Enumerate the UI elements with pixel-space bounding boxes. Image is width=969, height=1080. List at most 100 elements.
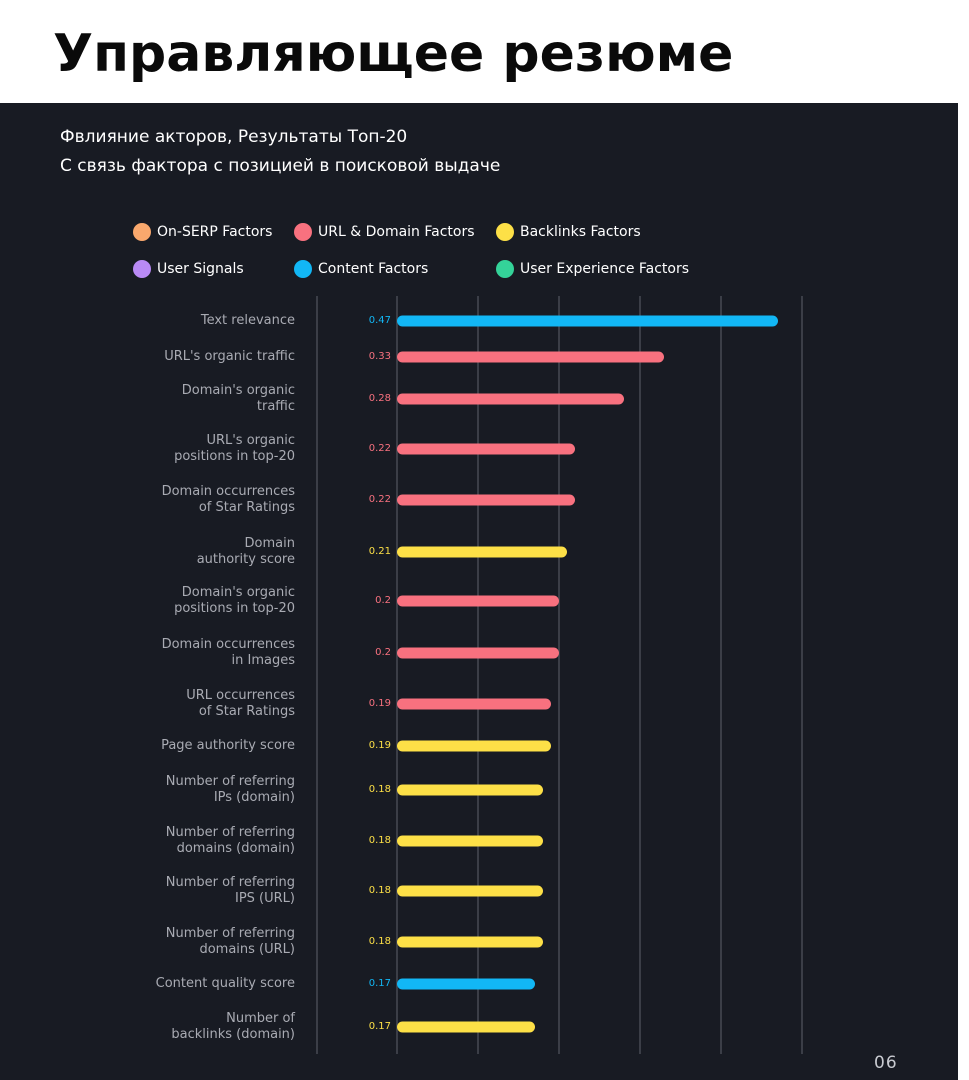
category-label: Number of referring IPS (URL) <box>125 875 295 907</box>
category-label-line: of Star Ratings <box>198 500 295 515</box>
data-label: 0.17 <box>368 1021 391 1032</box>
gridline <box>477 296 479 1054</box>
category-label-line: in Images <box>231 653 295 668</box>
category-label-line: traffic <box>256 399 295 414</box>
data-label: 0.18 <box>368 835 391 846</box>
right-edge <box>958 0 969 1080</box>
data-label: 0.19 <box>368 698 391 709</box>
gridline <box>558 296 560 1054</box>
category-label: Domain authority score <box>125 536 295 568</box>
bar <box>397 835 543 847</box>
gridline <box>720 296 722 1054</box>
category-label-line: of Star Ratings <box>198 704 295 719</box>
legend-label: Backlinks Factors <box>520 224 641 240</box>
data-label: 0.2 <box>375 647 391 658</box>
bar <box>397 315 778 327</box>
data-label: 0.18 <box>368 936 391 947</box>
category-label: Domain occurrences of Star Ratings <box>125 484 295 516</box>
subtitle-line-2: С связь фактора с позицией в поисковой в… <box>60 156 501 176</box>
bar <box>397 595 559 607</box>
data-label: 0.18 <box>368 885 391 896</box>
category-label-line: URL's organic traffic <box>164 349 295 364</box>
category-label-line: Page authority score <box>161 738 295 753</box>
bar <box>397 885 543 897</box>
page-number: 06 <box>874 1053 898 1073</box>
category-label: Number of backlinks (domain) <box>125 1011 295 1043</box>
bar <box>397 978 535 990</box>
bar <box>397 351 665 363</box>
category-label-line: domains (domain) <box>176 841 295 856</box>
legend-swatch <box>294 260 312 278</box>
category-label-line: IPS (URL) <box>235 891 295 906</box>
legend-swatch <box>133 260 151 278</box>
gridline <box>801 296 803 1054</box>
category-label: Number of referring IPs (domain) <box>125 774 295 806</box>
legend-swatch <box>294 223 312 241</box>
category-label: Content quality score <box>125 976 295 992</box>
legend-item: On-SERP Factors <box>133 221 272 243</box>
bar <box>397 494 576 506</box>
bar <box>397 740 551 752</box>
legend-item: Content Factors <box>294 258 428 280</box>
legend-label: User Experience Factors <box>520 261 690 277</box>
bar <box>397 1021 535 1033</box>
category-label: Text relevance <box>125 313 295 329</box>
bar <box>397 443 576 455</box>
category-label-line: Domain's organic <box>181 383 295 398</box>
legend-label: User Signals <box>157 261 244 277</box>
category-label-line: Number of <box>226 1011 295 1026</box>
data-label: 0.17 <box>368 978 391 989</box>
data-label: 0.18 <box>368 784 391 795</box>
category-label-line: Number of referring <box>165 825 295 840</box>
category-label: URL occurrences of Star Ratings <box>125 688 295 720</box>
legend-swatch <box>496 260 514 278</box>
legend-label: Content Factors <box>318 261 429 277</box>
data-label: 0.19 <box>368 740 391 751</box>
chart-panel <box>0 103 958 1080</box>
category-label-line: backlinks (domain) <box>171 1027 295 1042</box>
category-label: Domain occurrences in Images <box>125 637 295 669</box>
bar <box>397 546 568 558</box>
legend-swatch <box>496 223 514 241</box>
data-label: 0.21 <box>368 546 391 557</box>
category-label-line: Content quality score <box>155 976 295 991</box>
category-label: Domain's organic positions in top-20 <box>125 585 295 617</box>
category-label: Page authority score <box>125 738 295 754</box>
category-label-line: Domain occurrences <box>161 484 295 499</box>
data-label: 0.22 <box>368 494 391 505</box>
data-label: 0.47 <box>368 315 391 326</box>
bar <box>397 936 543 948</box>
data-label: 0.22 <box>368 443 391 454</box>
data-label: 0.28 <box>368 393 391 404</box>
category-label-line: positions in top-20 <box>174 449 295 464</box>
category-label-line: authority score <box>196 552 295 567</box>
category-label-line: Number of referring <box>165 875 295 890</box>
category-label-line: positions in top-20 <box>174 601 295 616</box>
category-label: URL's organic positions in top-20 <box>125 433 295 465</box>
bar <box>397 698 551 710</box>
gridline <box>396 296 398 1054</box>
legend-item: URL & Domain Factors <box>294 221 475 243</box>
bar <box>397 393 624 405</box>
gridline <box>639 296 641 1054</box>
category-label-line: URL occurrences <box>186 688 295 703</box>
legend-item: User Experience Factors <box>496 258 689 280</box>
page-title: Управляющее резюме <box>53 24 734 84</box>
category-label-line: IPs (domain) <box>213 790 295 805</box>
data-label: 0.33 <box>368 351 391 362</box>
category-label-line: domains (URL) <box>199 942 295 957</box>
axis-line <box>316 296 318 1054</box>
title-bar: Управляющее резюме <box>0 0 957 103</box>
category-label-line: Number of referring <box>165 926 295 941</box>
category-label: URL's organic traffic <box>125 349 295 365</box>
bar <box>397 784 543 796</box>
legend-item: Backlinks Factors <box>496 221 641 243</box>
category-label-line: Domain's organic <box>181 585 295 600</box>
legend-label: URL & Domain Factors <box>318 224 475 240</box>
subtitle-line-1: Фвлияние акторов, Результаты Топ-20 <box>60 127 408 147</box>
category-label: Domain's organic traffic <box>125 383 295 415</box>
data-label: 0.2 <box>375 595 391 606</box>
bar <box>397 647 559 659</box>
category-label-line: Number of referring <box>165 774 295 789</box>
legend-swatch <box>133 223 151 241</box>
